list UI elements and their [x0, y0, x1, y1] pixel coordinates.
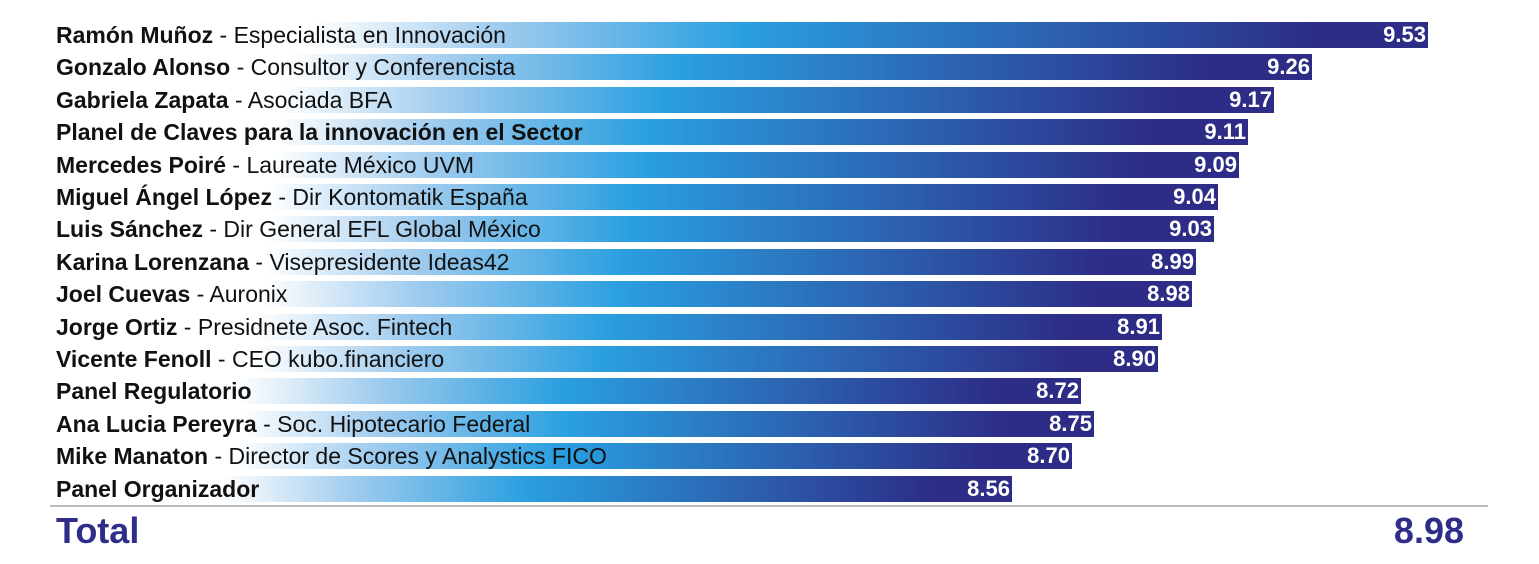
bar — [0, 152, 1239, 178]
speaker-role: - Visepresidente Ideas42 — [249, 249, 510, 275]
bar — [0, 314, 1162, 340]
speaker-name: Joel Cuevas — [56, 281, 191, 307]
speaker-role: - Director de Scores y Analystics FICO — [208, 443, 607, 469]
speaker-role: - Especialista en Innovación — [213, 22, 506, 48]
bar-value-label: 9.11 — [1204, 119, 1246, 144]
total-label: Total — [56, 510, 140, 551]
speaker-name: Luis Sánchez — [56, 216, 203, 242]
speaker-role: - Dir General EFL Global México — [202, 216, 541, 242]
bar-value-label: 8.70 — [1027, 443, 1070, 468]
row-label: Mercedes Poiré - Laureate México UVM — [56, 150, 474, 180]
row-label: Ramón Muñoz - Especialista en Innovación — [56, 20, 506, 50]
speaker-role: - CEO kubo.financiero — [211, 346, 445, 372]
bar-value-label: 8.98 — [1147, 281, 1190, 306]
speaker-name: Vicente Fenoll — [56, 346, 212, 372]
row-label: Joel Cuevas - Auronix — [56, 279, 287, 309]
bar — [0, 54, 1312, 80]
row-label: Panel Regulatorio — [56, 376, 252, 406]
bar-value-label: 9.17 — [1229, 87, 1272, 112]
bar-value-label: 8.75 — [1049, 411, 1092, 436]
row-label: Gabriela Zapata - Asociada BFA — [56, 85, 392, 115]
bar — [0, 87, 1274, 113]
bar-value-label: 8.72 — [1036, 378, 1079, 403]
speaker-role: - Laureate México UVM — [226, 152, 475, 178]
speaker-name: Ramón Muñoz — [56, 22, 214, 48]
bar — [0, 281, 1192, 307]
bar — [0, 378, 1081, 404]
speaker-name: Panel Regulatorio — [56, 378, 252, 404]
speaker-name: Mercedes Poiré — [56, 152, 227, 178]
speaker-role: - Soc. Hipotecario Federal — [256, 411, 531, 437]
row-label: Panel Organizador — [56, 474, 259, 504]
row-label: Luis Sánchez - Dir General EFL Global Mé… — [56, 214, 541, 244]
bar — [0, 119, 1248, 145]
bar — [0, 476, 1012, 502]
bar-value-label: 9.04 — [1173, 184, 1216, 209]
bar — [0, 346, 1158, 372]
bar-value-label: 9.53 — [1383, 22, 1426, 47]
row-label: Planel de Claves para la innovación en e… — [56, 117, 583, 147]
bar — [0, 249, 1196, 275]
speaker-role: - Consultor y Conferencista — [230, 54, 516, 80]
bar-value-label: 8.56 — [967, 476, 1010, 501]
speaker-name: Ana Lucia Pereyra — [56, 411, 257, 437]
speaker-name: Panel Organizador — [56, 476, 260, 502]
bar — [0, 22, 1428, 48]
speaker-role: - Auronix — [190, 281, 288, 307]
bar — [0, 411, 1094, 437]
row-label: Jorge Ortiz - Presidnete Asoc. Fintech — [56, 312, 452, 342]
speaker-role: - Asociada BFA — [228, 87, 393, 113]
bar — [0, 184, 1218, 210]
speaker-name: Mike Manaton — [56, 443, 209, 469]
speaker-name: Jorge Ortiz — [56, 314, 178, 340]
bar — [0, 216, 1214, 242]
speaker-role: - Dir Kontomatik España — [271, 184, 528, 210]
total-value: 8.98 — [1393, 510, 1464, 551]
row-label: Mike Manaton - Director de Scores y Anal… — [56, 441, 607, 471]
bar-value-label: 9.26 — [1267, 54, 1310, 79]
speaker-role: - Presidnete Asoc. Fintech — [177, 314, 453, 340]
speaker-name: Miguel Ángel López — [56, 184, 272, 210]
bar — [0, 443, 1072, 469]
bar-value-label: 9.09 — [1194, 152, 1237, 177]
bar-value-label: 9.03 — [1169, 216, 1212, 241]
row-label: Vicente Fenoll - CEO kubo.financiero — [56, 344, 444, 374]
speaker-name: Planel de Claves para la innovación en e… — [56, 119, 583, 145]
bar-value-label: 8.91 — [1117, 314, 1160, 339]
speaker-name: Gabriela Zapata — [56, 87, 229, 113]
speaker-name: Karina Lorenzana — [56, 249, 249, 275]
speaker-name: Gonzalo Alonso — [56, 54, 231, 80]
total-divider — [50, 505, 1488, 507]
bar-value-label: 8.99 — [1151, 249, 1194, 274]
row-label: Gonzalo Alonso - Consultor y Conferencis… — [56, 52, 515, 82]
bar-value-label: 8.90 — [1113, 346, 1156, 371]
row-label: Miguel Ángel López - Dir Kontomatik Espa… — [56, 182, 528, 212]
row-label: Ana Lucia Pereyra - Soc. Hipotecario Fed… — [56, 409, 530, 439]
row-label: Karina Lorenzana - Visepresidente Ideas4… — [56, 247, 509, 277]
